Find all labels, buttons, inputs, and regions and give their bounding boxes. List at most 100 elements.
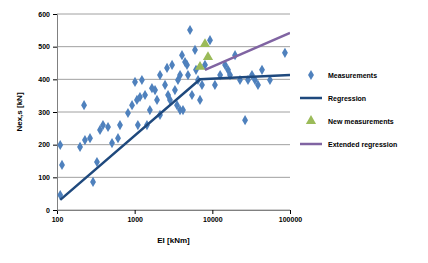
axis-line — [53, 15, 58, 211]
point — [109, 138, 115, 148]
point — [129, 100, 135, 110]
tick-label: 100 — [38, 174, 50, 181]
tick-label: 400 — [38, 76, 50, 83]
legend: Measurements Regression New measurements Ex… — [300, 70, 397, 149]
point — [162, 80, 168, 90]
point — [147, 105, 153, 115]
tick-mark — [53, 177, 57, 178]
legend-label: Measurements — [328, 72, 377, 79]
point — [132, 77, 138, 87]
point — [90, 177, 96, 187]
grid-line — [57, 177, 290, 178]
legend-swatch — [308, 70, 314, 80]
point — [282, 48, 288, 58]
grid — [57, 14, 290, 210]
tick-label: 100000 — [279, 216, 302, 223]
y-tick: 600 — [38, 11, 57, 18]
point — [115, 133, 121, 143]
tick-mark — [53, 210, 57, 211]
y-axis-title: Nex,s [kN] — [15, 92, 24, 131]
y-tick: 200 — [38, 141, 57, 148]
point — [100, 120, 106, 130]
point — [197, 95, 203, 105]
point — [189, 90, 195, 100]
tick-label: 500 — [38, 43, 50, 50]
point — [255, 80, 261, 90]
x-tick: 10000 — [203, 210, 223, 223]
legend-label: Extended regression — [328, 141, 397, 149]
point — [105, 122, 111, 132]
chart: 1001000100001000000100200300400500600EI … — [0, 0, 428, 263]
tick-mark — [212, 210, 213, 214]
x-tick: 100000 — [279, 210, 302, 223]
regression-line — [205, 33, 290, 70]
tick-mark — [53, 79, 57, 80]
tick-mark — [53, 47, 57, 48]
point — [87, 133, 93, 143]
point — [199, 80, 205, 90]
point — [135, 120, 141, 130]
point — [157, 70, 163, 80]
y-axis: 0 100 200 300 400 500 600 — [38, 11, 57, 214]
point — [195, 61, 205, 70]
y-tick: 100 — [38, 174, 57, 181]
point — [185, 70, 191, 80]
point — [59, 160, 65, 170]
point — [187, 25, 193, 35]
y-tick: 400 — [38, 76, 57, 83]
point — [125, 108, 131, 118]
regression-line — [60, 75, 290, 200]
point — [154, 95, 160, 105]
tick-label: 100 — [52, 216, 64, 223]
point — [192, 45, 198, 55]
legend-swatch — [300, 97, 322, 100]
point — [259, 65, 265, 75]
tick-label: 200 — [38, 141, 50, 148]
point — [77, 142, 83, 152]
point — [212, 80, 218, 90]
point — [82, 135, 88, 145]
point — [117, 120, 123, 130]
point — [180, 105, 186, 115]
point — [164, 63, 170, 73]
plot-area — [57, 25, 290, 200]
legend-swatch — [300, 143, 322, 146]
x-tick: 100 — [52, 210, 64, 223]
x-tick: 1000 — [127, 210, 143, 223]
point — [137, 92, 143, 102]
tick-mark — [135, 210, 136, 214]
x-axis: 100 1000 10000 100000 — [52, 210, 303, 223]
y-tick: 500 — [38, 43, 57, 50]
grid-line — [57, 112, 290, 113]
point — [169, 60, 175, 70]
axis-line — [58, 211, 291, 215]
point — [184, 60, 190, 70]
tick-label: 1000 — [127, 216, 143, 223]
point — [177, 70, 183, 80]
legend-label: Regression — [328, 95, 366, 103]
tick-mark — [53, 112, 57, 113]
point — [200, 38, 210, 47]
tick-mark — [290, 210, 291, 214]
x-axis-title: EI [kNm] — [157, 236, 190, 245]
point — [57, 140, 63, 150]
tick-label: 10000 — [203, 216, 223, 223]
point — [152, 85, 158, 95]
tick-mark — [53, 14, 57, 15]
y-tick: 300 — [38, 109, 57, 116]
grid-line — [57, 14, 290, 15]
legend-label: New measurements — [328, 118, 394, 125]
point — [139, 75, 145, 85]
point — [203, 51, 213, 60]
point — [172, 85, 178, 95]
y-tick: 0 — [46, 207, 57, 214]
point — [81, 100, 87, 110]
tick-label: 600 — [38, 11, 50, 18]
legend-swatch — [306, 115, 316, 124]
point — [142, 90, 148, 100]
tick-label: 300 — [38, 109, 50, 116]
tick-label: 0 — [46, 207, 50, 214]
grid-line — [57, 144, 290, 145]
point — [242, 115, 248, 125]
tick-mark — [53, 145, 57, 146]
